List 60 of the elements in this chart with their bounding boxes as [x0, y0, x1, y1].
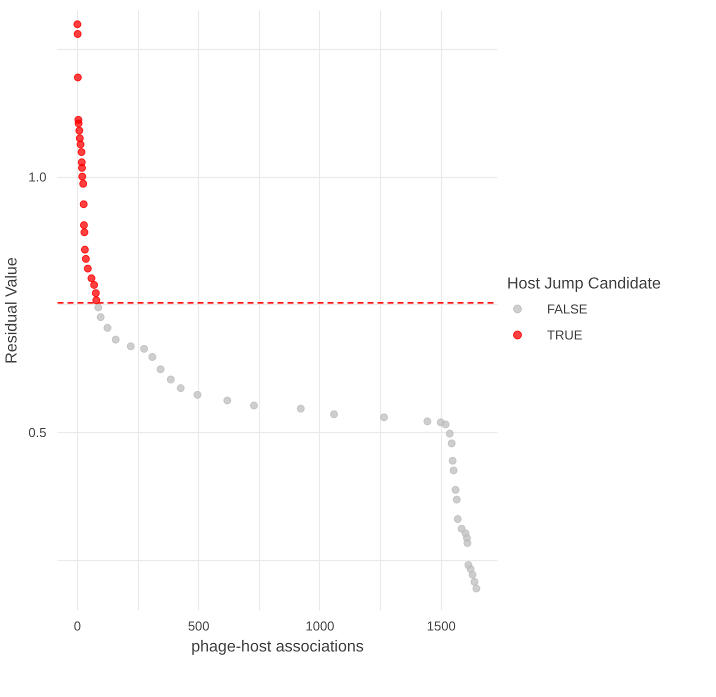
x-tick-label: 1000 — [305, 618, 334, 634]
point — [74, 73, 82, 82]
point — [223, 396, 232, 404]
point — [84, 264, 92, 273]
point — [463, 539, 472, 548]
point — [448, 439, 456, 448]
point — [472, 584, 480, 593]
point — [468, 570, 477, 579]
y-axis-title: Residual Value — [3, 257, 20, 364]
point — [94, 303, 102, 312]
point — [126, 342, 135, 350]
point — [87, 274, 96, 282]
legend-label: FALSE — [547, 301, 588, 316]
legend-title: Host Jump Candidate — [507, 276, 661, 294]
point — [166, 376, 175, 384]
point — [250, 402, 258, 410]
point — [470, 578, 478, 586]
point — [454, 515, 462, 524]
point — [80, 228, 88, 236]
point — [446, 430, 454, 438]
point — [92, 289, 100, 298]
point — [73, 20, 82, 28]
point — [103, 324, 112, 332]
point — [452, 496, 461, 504]
point — [92, 296, 100, 304]
point — [452, 486, 460, 494]
x-axis-title: phage-host associations — [191, 638, 364, 656]
point — [296, 404, 305, 413]
point — [80, 200, 88, 208]
point — [96, 313, 105, 322]
point — [156, 365, 165, 374]
point — [450, 466, 458, 474]
y-tick-label: 1.0 — [28, 170, 47, 185]
point — [82, 254, 90, 263]
point — [78, 164, 86, 172]
point — [176, 384, 185, 392]
point — [330, 410, 338, 418]
point — [148, 353, 156, 361]
point — [140, 344, 148, 353]
point — [78, 172, 86, 181]
point — [423, 417, 432, 426]
point — [75, 126, 84, 135]
point — [448, 456, 457, 465]
point — [74, 119, 83, 128]
point — [380, 413, 388, 422]
x-tick-label: 1500 — [426, 618, 456, 634]
point — [112, 336, 120, 344]
point — [193, 390, 202, 399]
point — [78, 148, 86, 156]
point — [79, 180, 88, 188]
x-tick-label: 500 — [188, 618, 210, 634]
x-tick-label: 0 — [74, 618, 82, 634]
point — [76, 140, 85, 148]
point — [80, 221, 88, 230]
point — [80, 246, 89, 254]
y-tick-label: 0.5 — [28, 425, 47, 440]
point — [90, 280, 98, 289]
point — [442, 420, 450, 428]
point — [74, 30, 82, 38]
legend-label: TRUE — [547, 327, 582, 342]
